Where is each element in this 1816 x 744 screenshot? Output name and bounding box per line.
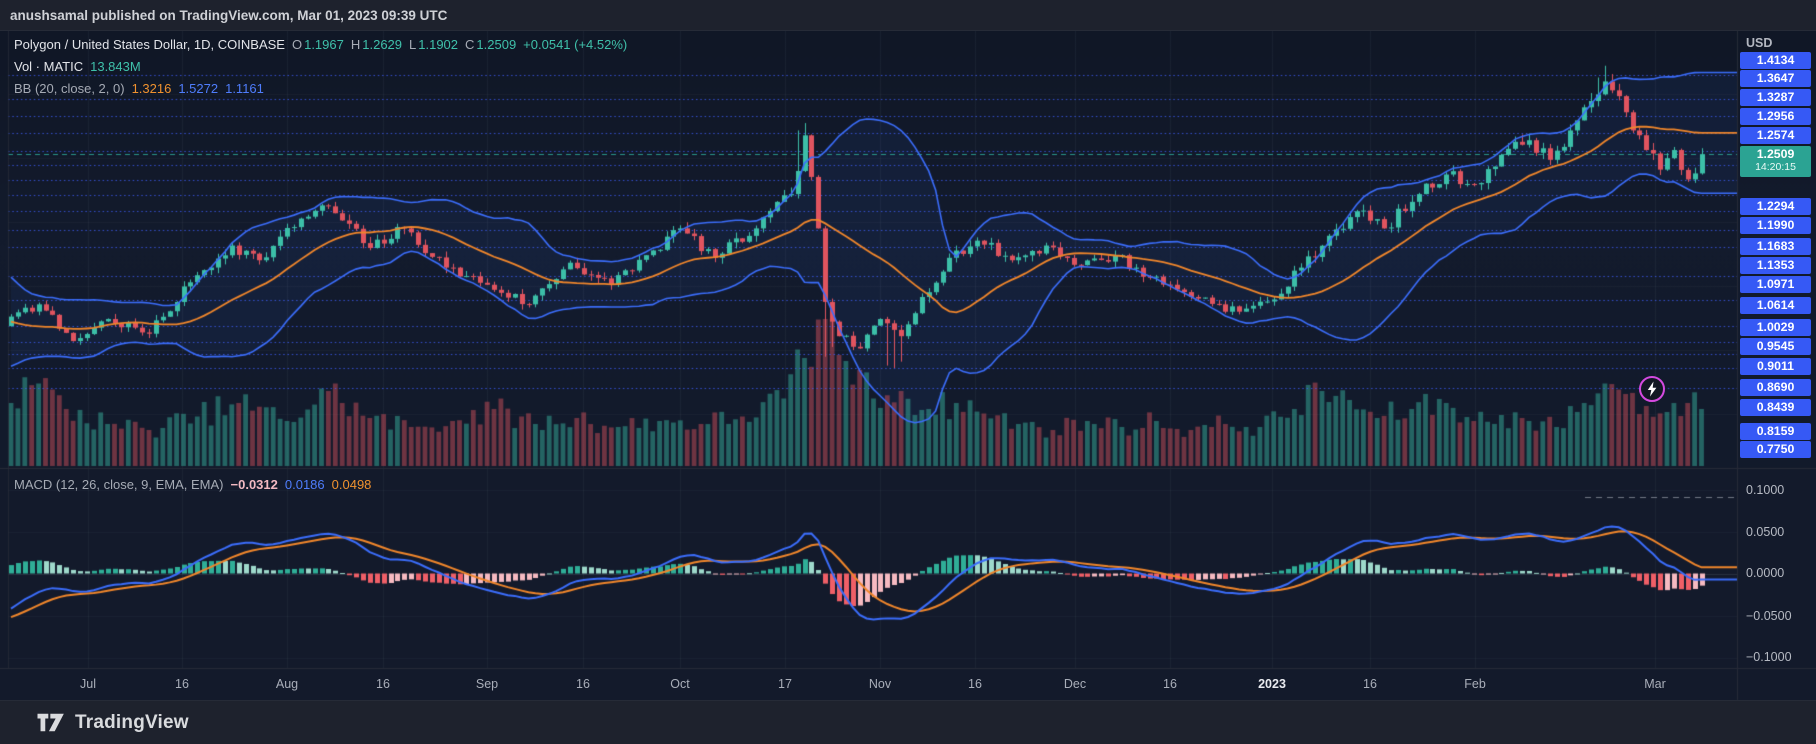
time-axis-label: Aug	[275, 677, 299, 691]
high-label: H	[350, 37, 361, 52]
bb-label: BB (20, close, 2, 0)	[14, 81, 125, 96]
macd-axis-label: −0.0500	[1746, 609, 1792, 623]
time-axis-label: Sep	[475, 677, 499, 691]
tradingview-link[interactable]: TradingView	[36, 709, 189, 736]
time-axis-label: Mar	[1644, 677, 1666, 691]
open-value: 1.1967	[304, 37, 344, 52]
bar-countdown: 14:20:15	[1755, 161, 1796, 173]
macd-axis-label: 0.1000	[1746, 483, 1785, 497]
low-value: 1.1902	[418, 37, 459, 52]
time-scale[interactable]: Jul 16 Aug 16 Sep 16 Oct 17 Nov 16 Dec 16 2023 16 Feb M…	[0, 668, 1816, 700]
time-axis-label: Dec	[1063, 677, 1087, 691]
macd-legend[interactable]: MACD (12, 26, close, 9, EMA, EMA) −0.031…	[14, 477, 371, 492]
time-axis-label: 16	[968, 677, 982, 691]
price-level-label: 0.8439	[1740, 399, 1811, 416]
price-level-label: 1.3647	[1740, 70, 1811, 87]
macd-histogram-value: −0.0312	[230, 477, 278, 492]
macd-label: MACD (12, 26, close, 9, EMA, EMA)	[14, 477, 224, 492]
low-label: L	[409, 37, 417, 52]
time-axis-label: Feb	[1464, 677, 1486, 691]
last-price-value: 1.2509	[1756, 147, 1795, 161]
price-scale[interactable]: USD 1.4134 1.3647 1.3287 1.2956 1.2574 1.2509…	[1737, 30, 1816, 700]
time-axis-label: 17	[778, 677, 792, 691]
price-level-label: 1.2956	[1740, 108, 1811, 125]
price-level-label: 1.1683	[1740, 238, 1811, 255]
macd-axis-label: 0.0500	[1746, 525, 1785, 539]
macd-line-value: 0.0186	[284, 477, 325, 492]
price-level-label: 1.1990	[1740, 217, 1811, 234]
price-level-label: 1.1353	[1740, 257, 1811, 274]
close-label: C	[465, 37, 475, 52]
volume-value: 13.843M	[90, 59, 141, 74]
brand-name: TradingView	[75, 711, 189, 733]
close-value: 1.2509	[476, 37, 517, 52]
bb-lower-value: 1.1161	[225, 81, 264, 96]
price-level-label: 1.2294	[1740, 198, 1811, 215]
open-label: O	[291, 37, 303, 52]
tradingview-logo-icon	[37, 713, 64, 732]
price-level-label: 1.2574	[1740, 127, 1811, 144]
currency-label: USD	[1746, 36, 1773, 50]
price-level-label: 0.7750	[1740, 441, 1811, 458]
bb-legend[interactable]: BB (20, close, 2, 0) 1.3216 1.5272 1.116…	[14, 81, 264, 96]
time-axis-label: 16	[376, 677, 390, 691]
time-axis-label: 16	[175, 677, 189, 691]
footer-bar: TradingView	[0, 700, 1816, 744]
time-axis-label: Oct	[670, 677, 690, 691]
publish-bar: anushsamal published on TradingView.com,…	[0, 0, 1816, 31]
high-value: 1.2629	[362, 37, 403, 52]
time-axis-label: 16	[1363, 677, 1377, 691]
macd-axis-label: 0.0000	[1746, 566, 1785, 580]
price-level-label: 0.9011	[1740, 358, 1811, 375]
price-level-label: 1.0971	[1740, 276, 1811, 293]
time-axis-label: 16	[1163, 677, 1177, 691]
time-axis-label: Jul	[80, 677, 96, 691]
macd-signal-value: 0.0498	[331, 477, 372, 492]
volume-legend[interactable]: Vol · MATIC 13.843M	[14, 59, 141, 74]
price-level-label: 0.9545	[1740, 338, 1811, 355]
flash-action-button[interactable]	[1638, 375, 1666, 403]
macd-axis-label: −0.1000	[1746, 650, 1792, 664]
lightning-icon	[1639, 376, 1665, 402]
time-axis-label: 2023	[1258, 677, 1286, 691]
price-level-label: 1.0614	[1740, 297, 1811, 314]
price-level-label: 1.0029	[1740, 319, 1811, 336]
time-axis-label: Nov	[868, 677, 892, 691]
volume-label: Vol · MATIC	[14, 59, 84, 74]
bb-basis-value: 1.3216	[131, 81, 172, 96]
symbol-legend[interactable]: Polygon / United States Dollar, 1D, COIN…	[14, 37, 627, 52]
attribution-text: anushsamal published on TradingView.com,…	[10, 7, 448, 23]
price-level-label: 0.8690	[1740, 379, 1811, 396]
price-level-label: 1.3287	[1740, 89, 1811, 106]
price-level-label: 1.4134	[1740, 52, 1811, 69]
bb-upper-value: 1.5272	[178, 81, 219, 96]
symbol-title: Polygon / United States Dollar, 1D, COIN…	[14, 37, 285, 52]
last-price-label: 1.2509 14:20:15	[1740, 146, 1811, 177]
change-value: +0.0541 (+4.52%)	[523, 37, 628, 52]
price-level-label: 0.8159	[1740, 423, 1811, 440]
time-axis-label: 16	[576, 677, 590, 691]
